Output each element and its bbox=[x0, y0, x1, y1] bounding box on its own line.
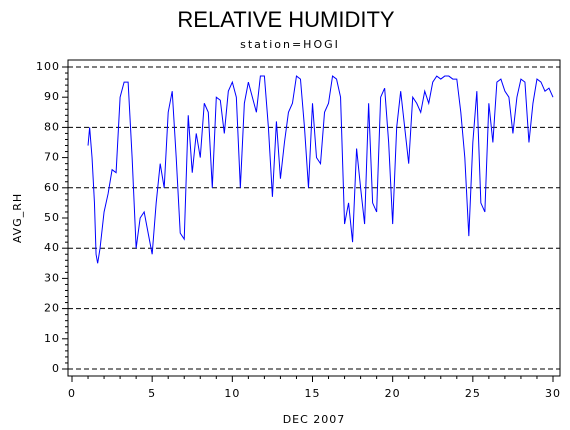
y-tick-label: 100 bbox=[36, 60, 60, 73]
y-tick-label: 60 bbox=[44, 181, 60, 194]
y-tick-label: 10 bbox=[44, 332, 60, 345]
y-tick-label: 70 bbox=[44, 151, 60, 164]
data-line bbox=[87, 75, 554, 264]
x-tick-label: 10 bbox=[224, 387, 240, 400]
y-tick-label: 90 bbox=[44, 90, 60, 103]
x-axis-label: DEC 2007 bbox=[283, 413, 346, 426]
y-tick-label: 0 bbox=[52, 362, 60, 375]
x-tick-label: 15 bbox=[305, 387, 321, 400]
y-tick-label: 80 bbox=[44, 120, 60, 133]
y-axis-label: AVG_RH bbox=[11, 193, 24, 243]
x-tick-label: 0 bbox=[68, 387, 76, 400]
chart-title: RELATIVE HUMIDITY bbox=[177, 7, 395, 32]
x-tick-label: 5 bbox=[148, 387, 156, 400]
y-tick-label: 40 bbox=[44, 241, 60, 254]
x-tick-label: 20 bbox=[385, 387, 401, 400]
y-tick-label: 20 bbox=[44, 302, 60, 315]
x-tick-label: 30 bbox=[545, 387, 561, 400]
y-tick-label: 50 bbox=[44, 211, 60, 224]
y-tick-label: 30 bbox=[44, 271, 60, 284]
plot-frame bbox=[67, 59, 561, 377]
x-tick-label: 25 bbox=[465, 387, 481, 400]
chart-subtitle: station=HOGI bbox=[240, 38, 340, 51]
